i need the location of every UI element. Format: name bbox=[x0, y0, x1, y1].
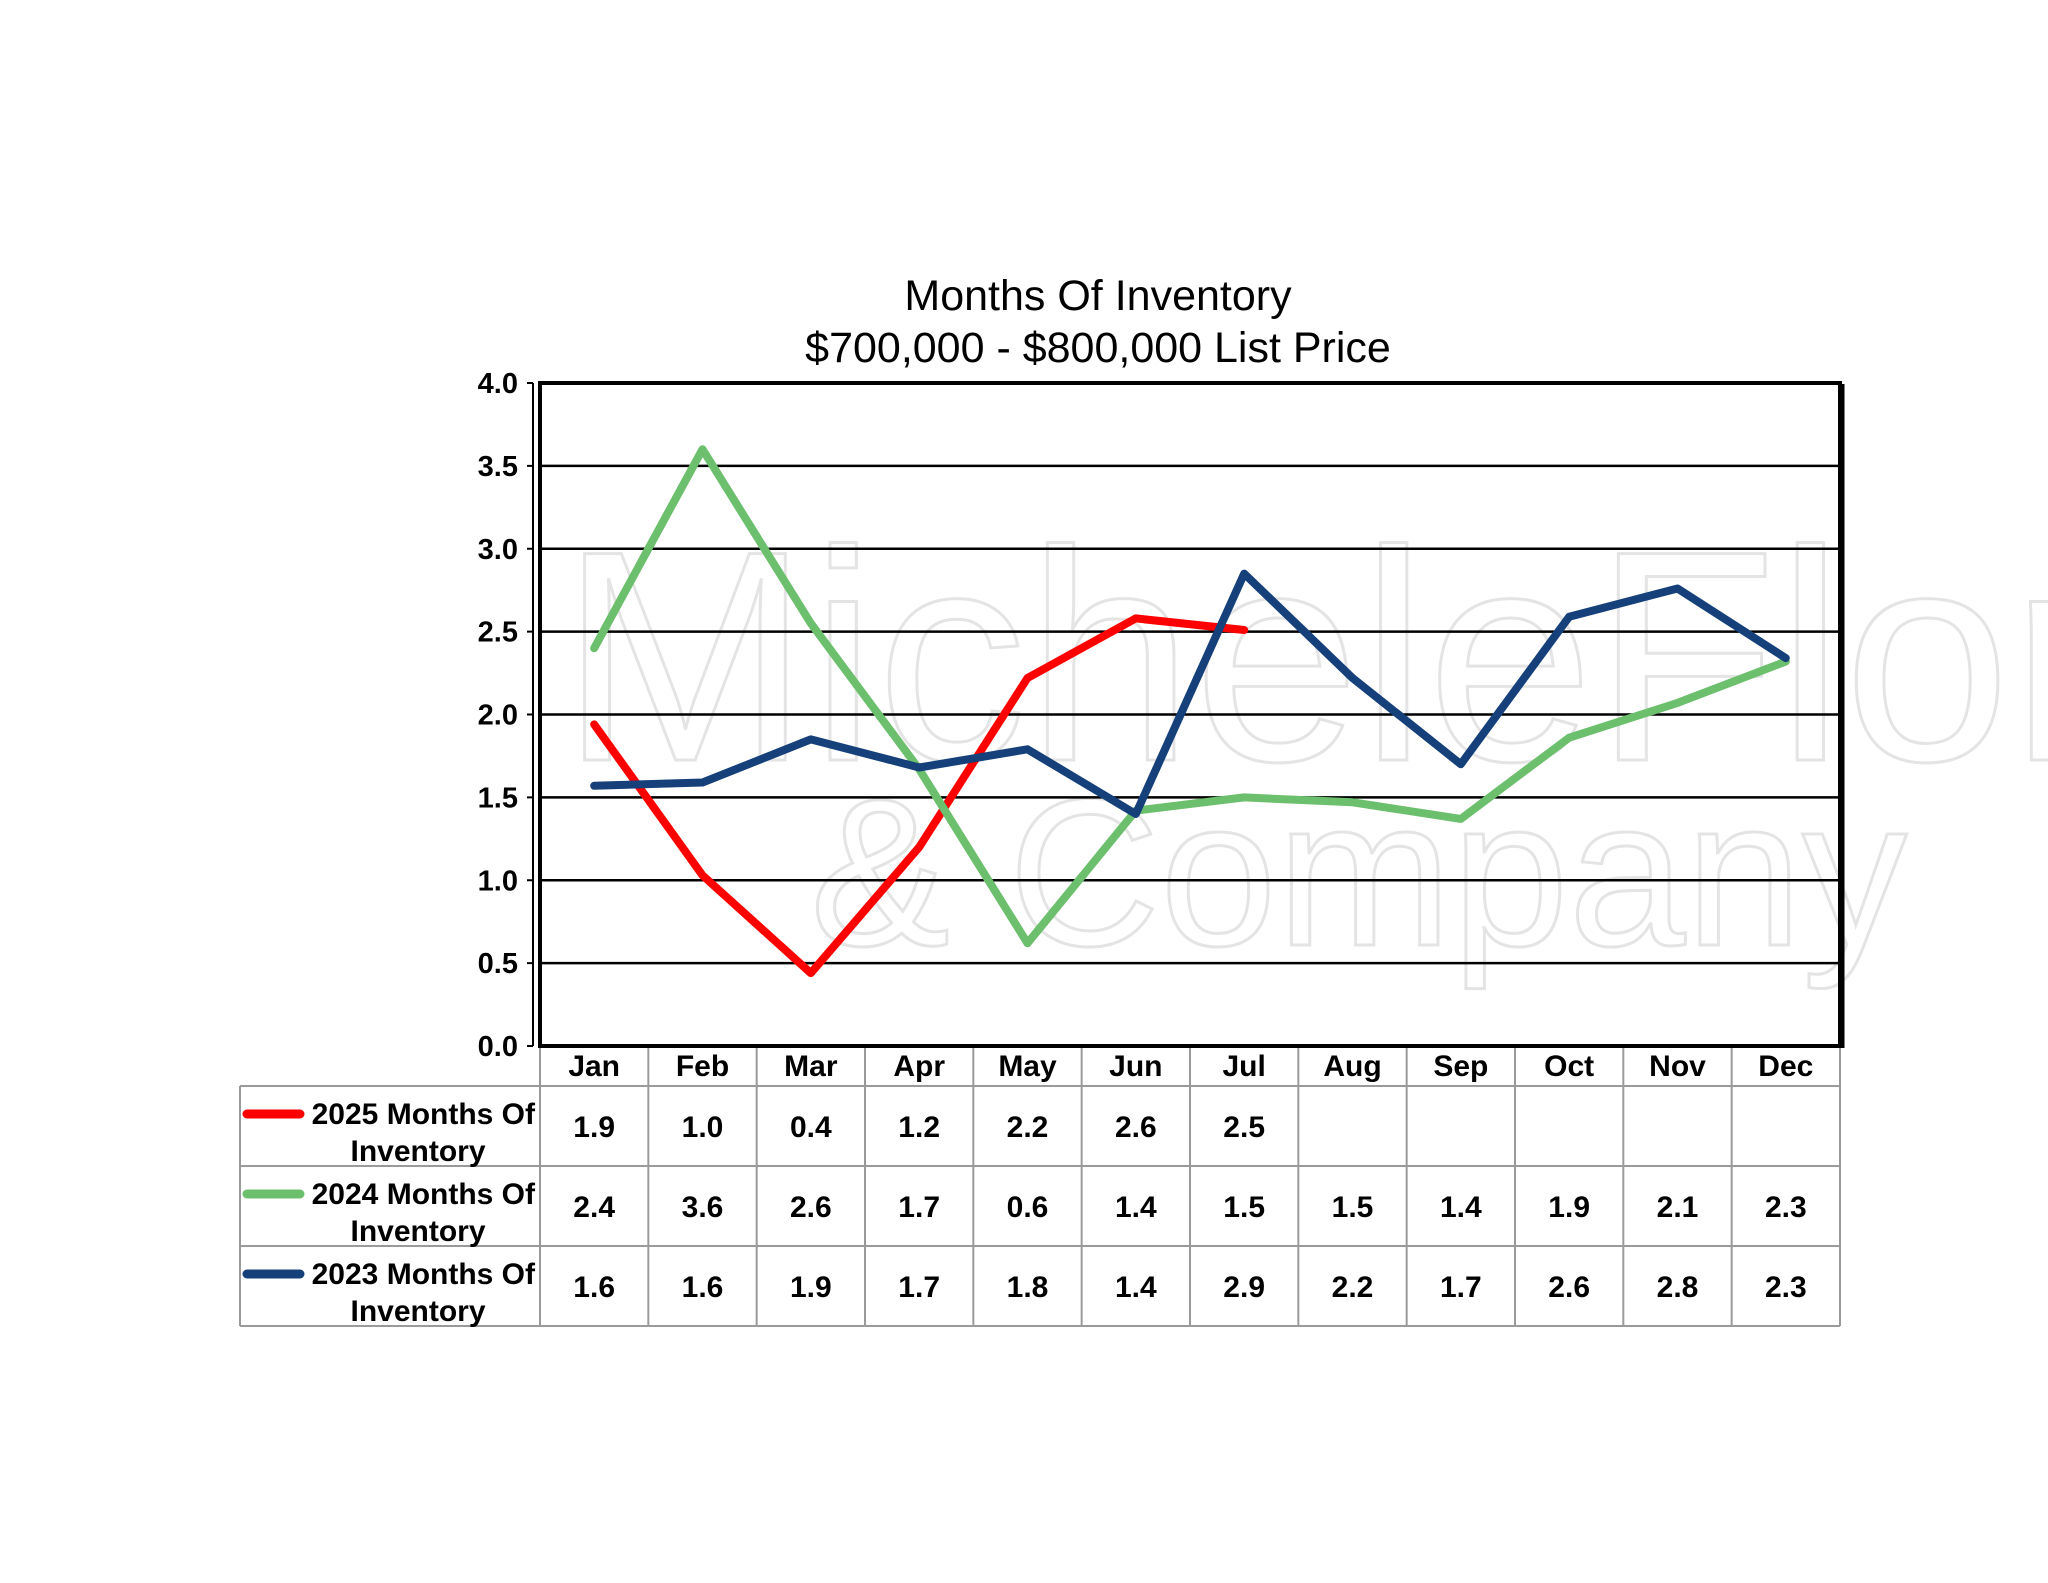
table-cell-value: 2.9 bbox=[1223, 1271, 1265, 1304]
x-category-label: Jul bbox=[1222, 1050, 1265, 1083]
table-cell-value: 1.7 bbox=[898, 1271, 940, 1304]
table-cell-value: 1.4 bbox=[1115, 1191, 1157, 1224]
table-cell-value: 1.5 bbox=[1223, 1191, 1265, 1224]
table-cell-value: 1.9 bbox=[1548, 1191, 1590, 1224]
x-category-label: Dec bbox=[1758, 1050, 1813, 1083]
series-point bbox=[1134, 617, 1137, 620]
table-cell-value: 2.3 bbox=[1765, 1271, 1807, 1304]
table-cell-value: 1.5 bbox=[1332, 1191, 1374, 1224]
gridlines bbox=[527, 382, 1840, 1047]
series-point bbox=[809, 622, 812, 625]
series-point bbox=[1568, 736, 1571, 739]
table-cell-value: 1.4 bbox=[1440, 1191, 1482, 1224]
table-cell-value: 3.6 bbox=[682, 1191, 724, 1224]
x-category-label: Mar bbox=[784, 1050, 838, 1083]
series-point bbox=[1351, 677, 1354, 680]
y-tick-label: 2.0 bbox=[478, 700, 518, 732]
series-point bbox=[809, 972, 812, 975]
table-cell-value: 2.5 bbox=[1223, 1111, 1265, 1144]
y-tick-label: 2.5 bbox=[478, 617, 518, 649]
legend-label: Inventory bbox=[350, 1135, 485, 1168]
table-cell-value: 0.4 bbox=[790, 1111, 832, 1144]
series-point bbox=[1026, 748, 1029, 751]
x-category-label: Aug bbox=[1323, 1050, 1381, 1083]
series-point bbox=[1243, 796, 1246, 799]
series-point bbox=[1676, 587, 1679, 590]
table-cell-value: 2.8 bbox=[1657, 1271, 1699, 1304]
legend-label: 2023 Months Of bbox=[312, 1258, 536, 1291]
series-point bbox=[593, 647, 596, 650]
table-cell-value: 1.7 bbox=[898, 1191, 940, 1224]
table-cell-value: 0.6 bbox=[1007, 1191, 1049, 1224]
series-point bbox=[809, 738, 812, 741]
x-category-label: Feb bbox=[676, 1050, 729, 1083]
y-tick-label: 1.0 bbox=[478, 865, 518, 897]
y-tick-label: 1.5 bbox=[478, 782, 518, 814]
y-tick-label: 3.5 bbox=[478, 451, 518, 483]
table-cell-value: 1.2 bbox=[898, 1111, 940, 1144]
series-point bbox=[1784, 657, 1787, 660]
x-category-label: Nov bbox=[1649, 1050, 1706, 1083]
y-tick-label: 0.5 bbox=[478, 948, 518, 980]
table-cell-value: 1.7 bbox=[1440, 1271, 1482, 1304]
series-point bbox=[918, 846, 921, 849]
y-tick-label: 0.0 bbox=[478, 1031, 518, 1063]
table-cell-value: 2.3 bbox=[1765, 1191, 1807, 1224]
table-cell-value: 1.8 bbox=[1007, 1271, 1049, 1304]
legend-label: 2025 Months Of bbox=[312, 1098, 536, 1131]
series-point bbox=[1243, 628, 1246, 631]
x-category-label: Jan bbox=[568, 1050, 620, 1083]
series-point bbox=[701, 874, 704, 877]
table-cell-value: 1.4 bbox=[1115, 1271, 1157, 1304]
chart-subtitle: $700,000 - $800,000 List Price bbox=[805, 324, 1391, 372]
series-point bbox=[701, 448, 704, 451]
series-point bbox=[918, 766, 921, 769]
series-point bbox=[1676, 701, 1679, 704]
y-axis-tick-labels: 0.0 0.5 1.0 1.5 2.0 2.5 3.0 3.5 4.0 bbox=[478, 368, 518, 1063]
series-point bbox=[1459, 763, 1462, 766]
watermark-line-1: MicheleFlory bbox=[560, 488, 2048, 826]
legend-label: Inventory bbox=[350, 1215, 485, 1248]
series-point bbox=[701, 781, 704, 784]
series-line-1 bbox=[590, 445, 1790, 948]
series-point bbox=[593, 784, 596, 787]
table-cell-value: 2.2 bbox=[1332, 1271, 1374, 1304]
legend-label: 2024 Months Of bbox=[312, 1178, 536, 1211]
x-category-label: Jun bbox=[1109, 1050, 1162, 1083]
table-cell-value: 2.4 bbox=[573, 1191, 615, 1224]
series-point bbox=[1134, 812, 1137, 815]
series-point bbox=[593, 723, 596, 726]
plot-area-frame bbox=[538, 381, 1842, 1048]
series-line-2 bbox=[590, 569, 1790, 818]
table-cell-value: 2.6 bbox=[1548, 1271, 1590, 1304]
legend-label: Inventory bbox=[350, 1295, 485, 1328]
chart-title: Months Of Inventory bbox=[904, 272, 1292, 320]
series-point bbox=[1243, 572, 1246, 575]
y-tick-label: 3.0 bbox=[478, 534, 518, 566]
table-cell-value: 1.9 bbox=[573, 1111, 615, 1144]
table-cell-value: 1.6 bbox=[573, 1271, 615, 1304]
x-category-label: Apr bbox=[893, 1050, 945, 1083]
x-category-label: Sep bbox=[1433, 1050, 1488, 1083]
y-tick-label: 4.0 bbox=[478, 368, 518, 400]
data-table: Jan Feb Mar Apr May Jun Jul Aug Sep Oct Nov Dec 2025… bbox=[239, 1046, 1841, 1328]
table-cell-value: 2.6 bbox=[790, 1191, 832, 1224]
series-point bbox=[1351, 801, 1354, 804]
watermark-logo: MicheleFlory & Company bbox=[559, 487, 2048, 992]
table-cell-value: 2.1 bbox=[1657, 1191, 1699, 1224]
series-point bbox=[1026, 677, 1029, 680]
table-cell-value: 1.0 bbox=[682, 1111, 724, 1144]
series-point bbox=[1026, 942, 1029, 945]
watermark-line-2: & Company bbox=[810, 755, 1907, 990]
table-cell-value: 1.6 bbox=[682, 1271, 724, 1304]
series-point bbox=[1459, 817, 1462, 820]
table-cell-value: 2.6 bbox=[1115, 1111, 1157, 1144]
x-category-label: May bbox=[998, 1050, 1057, 1083]
x-category-label: Oct bbox=[1544, 1050, 1594, 1083]
series-point bbox=[1568, 615, 1571, 618]
series-lines bbox=[590, 445, 1790, 978]
table-cell-value: 2.2 bbox=[1007, 1111, 1049, 1144]
table-cell-value: 1.9 bbox=[790, 1271, 832, 1304]
